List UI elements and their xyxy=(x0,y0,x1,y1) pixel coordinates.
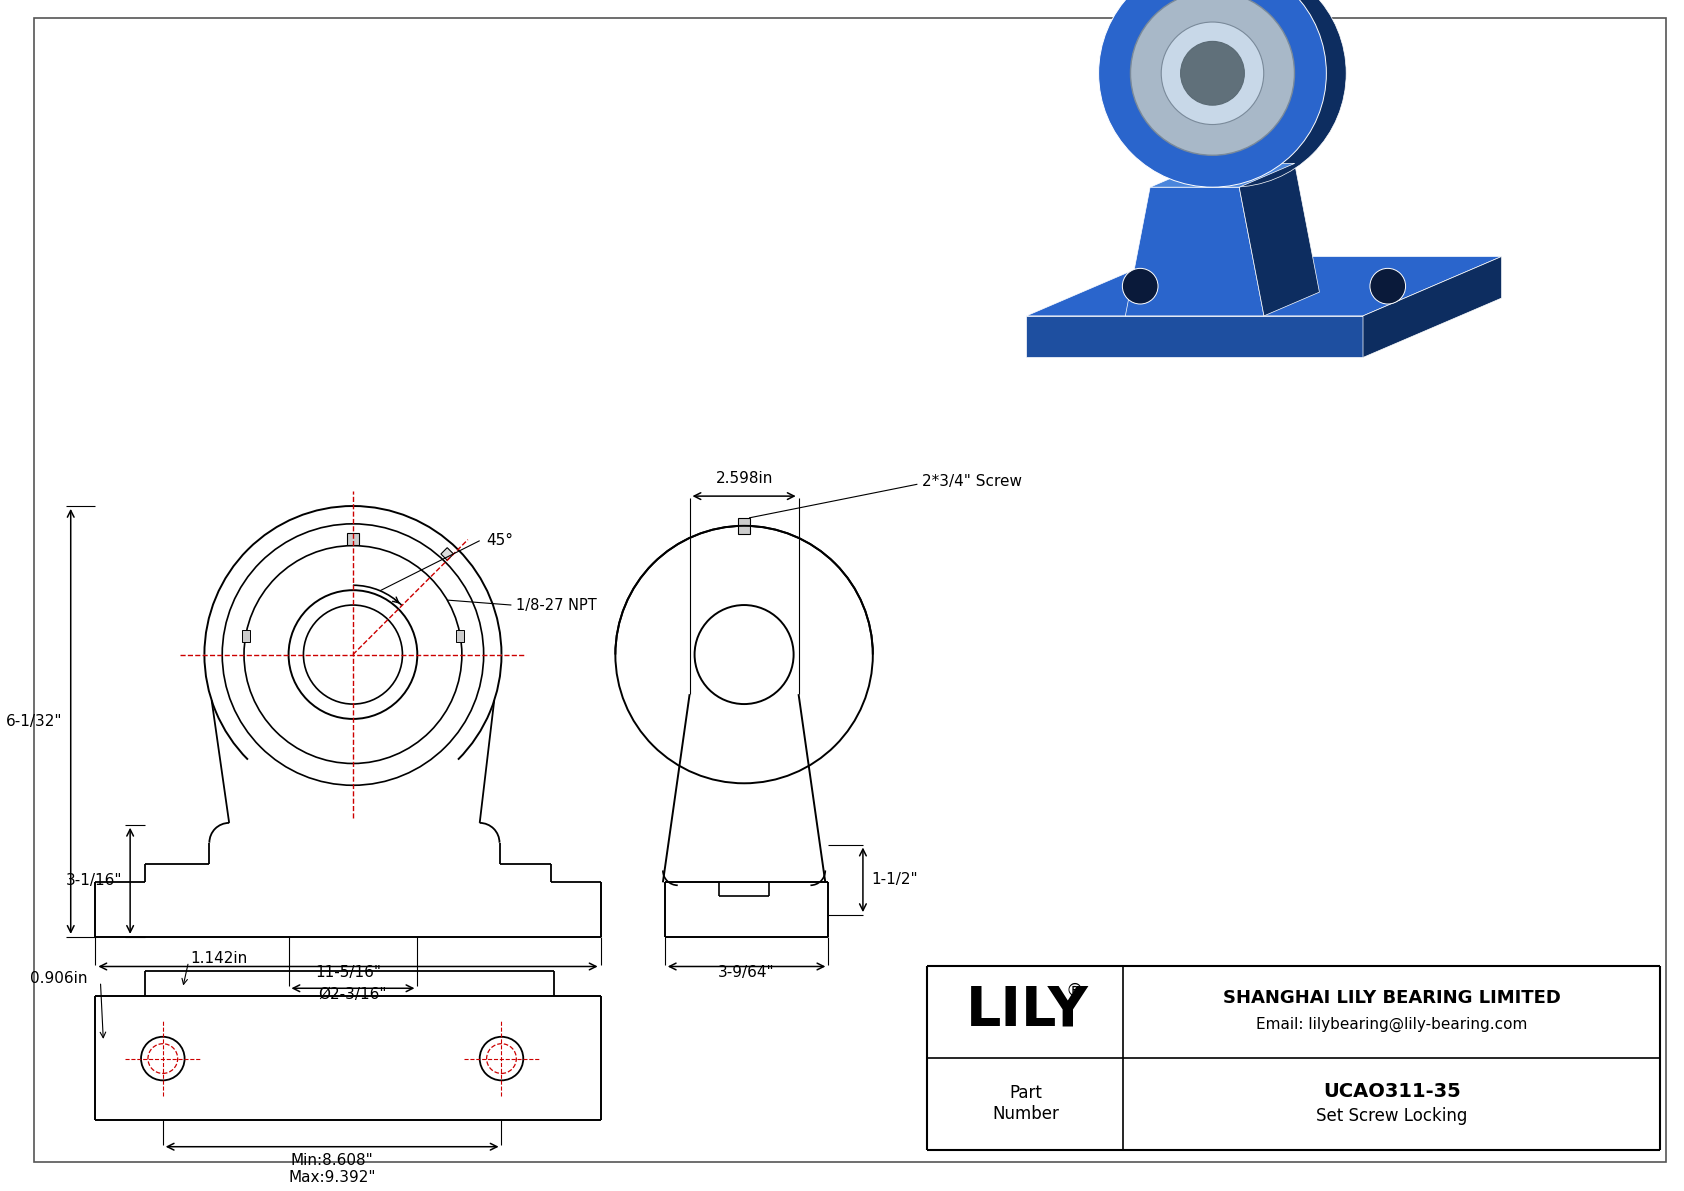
Text: LILY: LILY xyxy=(967,983,1090,1037)
Circle shape xyxy=(1130,0,1295,155)
Polygon shape xyxy=(1026,256,1502,316)
Circle shape xyxy=(1122,268,1159,304)
Text: Part
Number: Part Number xyxy=(992,1084,1059,1123)
Polygon shape xyxy=(1362,256,1502,357)
Circle shape xyxy=(1369,268,1406,304)
Text: 0.906in: 0.906in xyxy=(30,971,88,986)
Bar xyxy=(347,532,359,544)
Text: UCAO311-35: UCAO311-35 xyxy=(1324,1083,1460,1102)
Text: 3-9/64": 3-9/64" xyxy=(719,966,775,980)
Bar xyxy=(441,548,453,560)
Polygon shape xyxy=(1239,163,1320,316)
Text: ®: ® xyxy=(1066,981,1084,999)
Text: SHANGHAI LILY BEARING LIMITED: SHANGHAI LILY BEARING LIMITED xyxy=(1223,990,1561,1008)
Bar xyxy=(738,518,749,534)
Polygon shape xyxy=(1026,316,1362,357)
Text: Email: lilybearing@lily-bearing.com: Email: lilybearing@lily-bearing.com xyxy=(1256,1016,1527,1031)
Text: 1-1/2": 1-1/2" xyxy=(871,872,918,887)
Circle shape xyxy=(1162,21,1263,125)
Circle shape xyxy=(1180,42,1244,105)
Polygon shape xyxy=(1150,163,1295,187)
Text: Set Screw Locking: Set Screw Locking xyxy=(1315,1106,1467,1124)
Text: 2.598in: 2.598in xyxy=(716,472,773,486)
Text: 1/8-27 NPT: 1/8-27 NPT xyxy=(517,598,598,612)
Polygon shape xyxy=(1125,187,1265,316)
Text: 1.142in: 1.142in xyxy=(190,952,248,966)
Text: 6-1/32": 6-1/32" xyxy=(7,713,62,729)
Text: 45°: 45° xyxy=(487,534,514,548)
Text: 2*3/4" Screw: 2*3/4" Screw xyxy=(923,474,1022,488)
Bar xyxy=(456,630,465,642)
Text: Min:8.608"
Max:9.392": Min:8.608" Max:9.392" xyxy=(288,1153,376,1185)
Text: Ø2-3/16": Ø2-3/16" xyxy=(318,987,387,1002)
Text: 3-1/16": 3-1/16" xyxy=(66,873,123,888)
Circle shape xyxy=(1118,0,1346,187)
Bar xyxy=(242,630,249,642)
Circle shape xyxy=(1098,0,1327,187)
Text: 11-5/16": 11-5/16" xyxy=(315,966,381,980)
